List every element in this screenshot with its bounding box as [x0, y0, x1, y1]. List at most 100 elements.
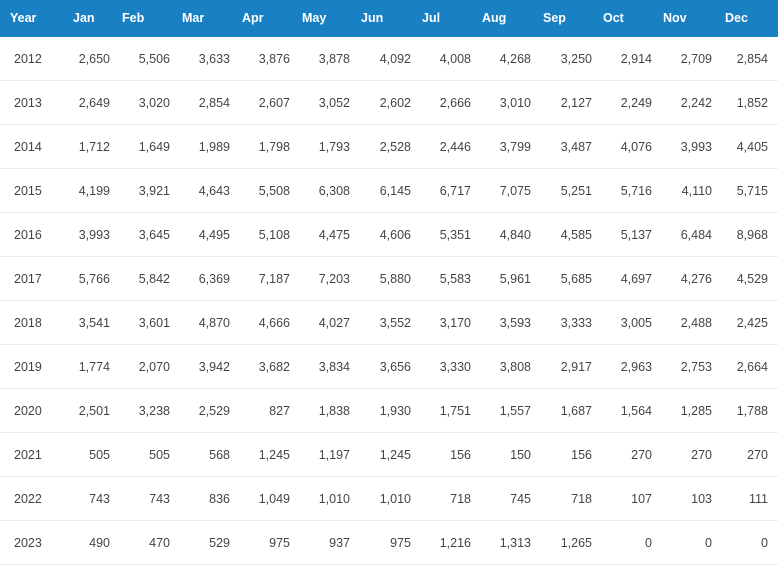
- header-row: Year Jan Feb Mar Apr May Jun Jul Aug Sep Oct Nov Dec: [0, 0, 778, 37]
- value-cell-nov: 2,753: [680, 359, 712, 374]
- value-cell-oct: 5,137: [620, 227, 652, 242]
- table-row: 2019 1,774 2,070 3,942 3,682 3,834 3,656 3,330 3…: [0, 345, 778, 389]
- value-cell-jan: 2,650: [78, 51, 110, 66]
- table-row: 2017 5,766 5,842 6,369 7,187 7,203 5,880 5,583 5…: [0, 257, 778, 301]
- column-header-dec[interactable]: Dec: [725, 11, 748, 25]
- value-cell-jun: 5,880: [379, 271, 411, 286]
- value-cell-jun: 3,656: [379, 359, 411, 374]
- value-cell-oct: 2,914: [620, 51, 652, 66]
- value-cell-apr: 1,798: [258, 139, 290, 154]
- value-cell-apr: 5,508: [258, 183, 290, 198]
- table-body: 2012 2,650 5,506 3,633 3,876 3,878 4,092 4,008 4…: [0, 37, 778, 565]
- column-header-nov[interactable]: Nov: [663, 11, 687, 25]
- column-header-aug[interactable]: Aug: [482, 11, 507, 25]
- value-cell-jun: 2,602: [379, 95, 411, 110]
- column-header-may[interactable]: May: [302, 11, 327, 25]
- value-cell-oct: 2,963: [620, 359, 652, 374]
- value-cell-sep: 2,127: [560, 95, 592, 110]
- value-cell-aug: 3,799: [499, 139, 531, 154]
- value-cell-aug: 3,593: [499, 315, 531, 330]
- column-header-oct[interactable]: Oct: [603, 11, 624, 25]
- value-cell-mar: 1,989: [198, 139, 230, 154]
- value-cell-mar: 4,643: [198, 183, 230, 198]
- value-cell-sep: 2,917: [560, 359, 592, 374]
- value-cell-apr: 2,607: [258, 95, 290, 110]
- value-cell-aug: 3,808: [499, 359, 531, 374]
- value-cell-apr: 4,666: [258, 315, 290, 330]
- column-header-mar[interactable]: Mar: [182, 11, 205, 25]
- value-cell-sep: 5,685: [560, 271, 592, 286]
- value-cell-aug: 5,961: [499, 271, 531, 286]
- table-row: 2021 505 505 568 1,245 1,197 1,245 156 150 156 270…: [0, 433, 778, 477]
- value-cell-jul: 3,170: [439, 315, 471, 330]
- value-cell-nov: 3,993: [680, 139, 712, 154]
- column-header-jul[interactable]: Jul: [422, 11, 441, 25]
- value-cell-jun: 1,245: [379, 447, 411, 462]
- value-cell-aug: 1,557: [499, 403, 531, 418]
- value-cell-nov: 103: [691, 491, 712, 506]
- value-cell-sep: 4,585: [560, 227, 592, 242]
- year-cell: 2019: [14, 359, 42, 374]
- value-cell-feb: 3,921: [138, 183, 170, 198]
- value-cell-feb: 3,601: [138, 315, 170, 330]
- value-cell-may: 3,052: [318, 95, 350, 110]
- column-header-apr[interactable]: Apr: [242, 11, 264, 25]
- value-cell-jun: 6,145: [379, 183, 411, 198]
- year-cell: 2018: [14, 315, 42, 330]
- value-cell-feb: 470: [149, 535, 170, 550]
- table-row: 2015 4,199 3,921 4,643 5,508 6,308 6,145 6,717 7…: [0, 169, 778, 213]
- table-header: Year Jan Feb Mar Apr May Jun Jul Aug Sep Oct Nov Dec: [0, 0, 778, 37]
- value-cell-mar: 568: [209, 447, 230, 462]
- column-header-year[interactable]: Year: [10, 11, 37, 25]
- value-cell-may: 1,793: [318, 139, 350, 154]
- column-header-jun[interactable]: Jun: [361, 11, 384, 25]
- value-cell-apr: 3,876: [258, 51, 290, 66]
- table-row: 2013 2,649 3,020 2,854 2,607 3,052 2,602 2,666 3…: [0, 81, 778, 125]
- value-cell-may: 7,203: [318, 271, 350, 286]
- year-cell: 2017: [14, 271, 42, 286]
- value-cell-jun: 1,010: [379, 491, 411, 506]
- column-header-sep[interactable]: Sep: [543, 11, 566, 25]
- value-cell-jul: 6,717: [439, 183, 471, 198]
- value-cell-apr: 827: [269, 403, 290, 418]
- column-header-jan[interactable]: Jan: [73, 11, 95, 25]
- value-cell-jun: 975: [390, 535, 411, 550]
- value-cell-nov: 2,488: [680, 315, 712, 330]
- value-cell-oct: 107: [631, 491, 652, 506]
- year-cell: 2021: [14, 447, 42, 462]
- value-cell-sep: 718: [571, 491, 592, 506]
- value-cell-feb: 505: [149, 447, 170, 462]
- value-cell-jan: 2,501: [78, 403, 110, 418]
- value-cell-dec: 4,405: [736, 139, 768, 154]
- table-row: 2014 1,712 1,649 1,989 1,798 1,793 2,528 2,446 3…: [0, 125, 778, 169]
- value-cell-apr: 3,682: [258, 359, 290, 374]
- value-cell-mar: 6,369: [198, 271, 230, 286]
- year-cell: 2020: [14, 403, 42, 418]
- value-cell-oct: 270: [631, 447, 652, 462]
- value-cell-jan: 1,774: [78, 359, 110, 374]
- value-cell-nov: 0: [705, 535, 712, 550]
- value-cell-mar: 2,854: [198, 95, 230, 110]
- value-cell-feb: 2,070: [138, 359, 170, 374]
- value-cell-may: 4,475: [318, 227, 350, 242]
- value-cell-oct: 0: [645, 535, 652, 550]
- value-cell-oct: 2,249: [620, 95, 652, 110]
- value-cell-nov: 4,110: [681, 183, 712, 198]
- value-cell-jan: 505: [89, 447, 110, 462]
- table-row: 2020 2,501 3,238 2,529 827 1,838 1,930 1,751 1,5…: [0, 389, 778, 433]
- value-cell-may: 3,834: [318, 359, 350, 374]
- value-cell-dec: 1,852: [736, 95, 768, 110]
- year-cell: 2012: [14, 51, 42, 66]
- value-cell-nov: 2,242: [680, 95, 712, 110]
- value-cell-apr: 1,049: [258, 491, 290, 506]
- table-row: 2018 3,541 3,601 4,870 4,666 4,027 3,552 3,170 3…: [0, 301, 778, 345]
- value-cell-dec: 0: [761, 535, 768, 550]
- value-cell-sep: 1,687: [560, 403, 592, 418]
- value-cell-jul: 5,351: [439, 227, 471, 242]
- value-cell-sep: 3,333: [560, 315, 592, 330]
- value-cell-feb: 5,506: [138, 51, 170, 66]
- value-cell-sep: 3,487: [560, 139, 592, 154]
- column-header-feb[interactable]: Feb: [122, 11, 145, 25]
- value-cell-jan: 2,649: [78, 95, 110, 110]
